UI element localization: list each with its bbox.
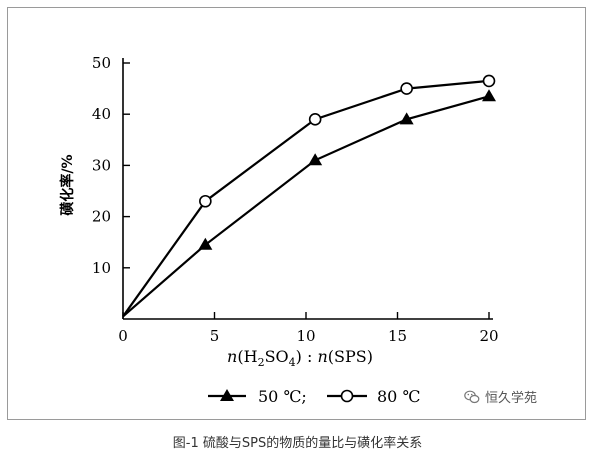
x-tick-label: 5 bbox=[210, 327, 220, 345]
data-point-circle bbox=[482, 74, 496, 88]
data-point-triangle bbox=[308, 153, 323, 166]
series-line-1 bbox=[122, 79, 490, 318]
legend-marker-circle bbox=[340, 389, 354, 403]
figure-caption: 图-1 硫酸与SPS的物质的量比与磺化率关系 bbox=[172, 436, 423, 451]
data-point-triangle bbox=[198, 237, 213, 250]
legend-marker-triangle bbox=[220, 389, 234, 401]
series-line-0 bbox=[122, 95, 490, 318]
data-point-circle bbox=[199, 194, 212, 208]
x-tick-label: 15 bbox=[388, 327, 407, 345]
y-tick-label: 30 bbox=[92, 156, 111, 174]
y-tick-label: 50 bbox=[92, 54, 111, 72]
watermark: 恒久学苑 bbox=[464, 387, 537, 406]
y-tick-label: 10 bbox=[92, 259, 111, 277]
y-tick-label: 20 bbox=[92, 208, 111, 226]
y-tick-label: 40 bbox=[92, 105, 111, 123]
x-tick-label: 10 bbox=[296, 327, 315, 345]
data-point-circle bbox=[308, 113, 322, 126]
plot-area bbox=[122, 74, 496, 318]
data-point-circle bbox=[400, 82, 413, 95]
watermark-text: 恒久学苑 bbox=[485, 391, 538, 406]
data-point-triangle bbox=[482, 89, 496, 102]
data-point-triangle bbox=[399, 112, 414, 125]
tick-group: 10 20 30 40 50 0 5 10 15 20 bbox=[92, 54, 499, 345]
legend-label-80c: 80 ℃ bbox=[377, 387, 420, 406]
y-axis-label: 磺化率/% bbox=[59, 154, 76, 215]
chart-axes bbox=[122, 58, 493, 320]
legend: 50 ℃; 80 ℃ bbox=[208, 387, 420, 406]
wechat-icon bbox=[464, 390, 480, 403]
x-tick-label: 20 bbox=[479, 327, 498, 345]
x-tick-label: 0 bbox=[118, 327, 128, 345]
legend-label-50c: 50 ℃; bbox=[258, 387, 307, 406]
x-axis-label: n(H2SO4) : n(SPS) bbox=[227, 347, 373, 369]
